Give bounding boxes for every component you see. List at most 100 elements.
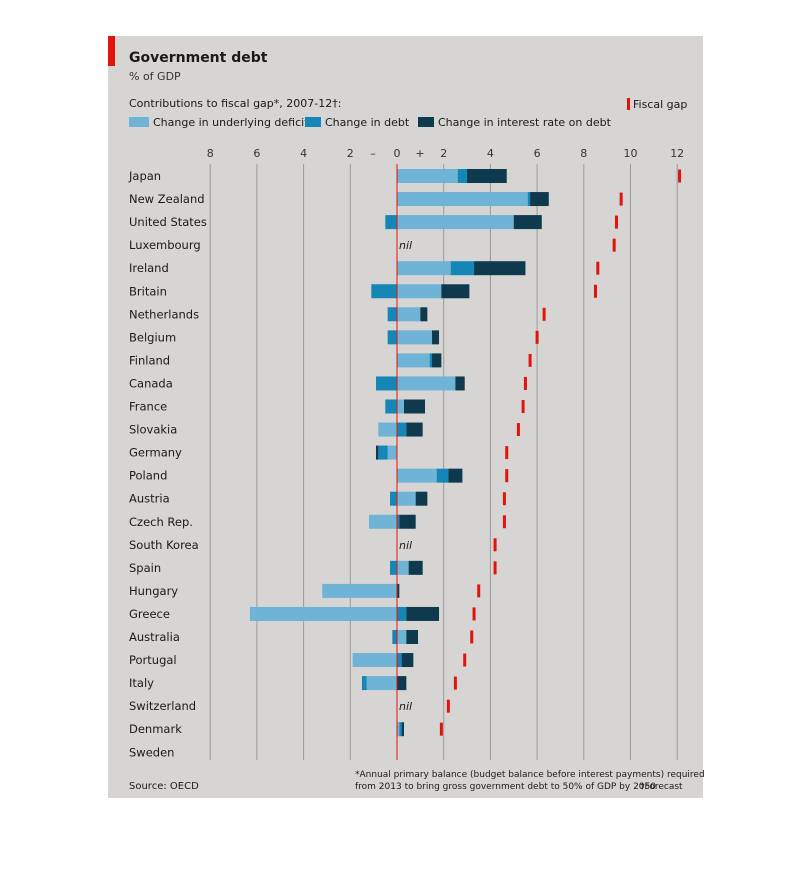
bar-interest-rate — [406, 630, 419, 644]
bar-debt — [389, 491, 397, 506]
country-label: Portugal — [129, 653, 177, 667]
x-tick-label: 6 — [253, 147, 260, 160]
bar-interest-rate — [399, 514, 416, 529]
bar-interest-rate — [432, 330, 440, 345]
x-tick-label: 0 — [394, 147, 401, 160]
bar-interest-rate — [448, 468, 463, 483]
country-label: Austria — [129, 492, 170, 506]
fiscal-gap-marker — [472, 607, 476, 621]
bar-debt — [375, 376, 397, 391]
bar-interest-rate — [420, 307, 428, 322]
country-label: South Korea — [129, 538, 199, 552]
fiscal-gap-marker — [678, 169, 682, 183]
bar-debt — [387, 330, 397, 345]
source-note: Source: OECD — [129, 781, 199, 792]
x-tick-label: 8 — [580, 147, 587, 160]
fiscal-gap-marker — [612, 238, 616, 252]
nil-label: nil — [399, 700, 412, 713]
bar-interest-rate — [474, 261, 526, 276]
legend-label-interest: Change in interest rate on debt — [438, 116, 612, 129]
bar-underlying-deficit — [397, 215, 514, 230]
fiscal-gap-marker — [505, 446, 509, 460]
x-tick-label: 2 — [440, 147, 447, 160]
minus-sign: – — [370, 147, 376, 160]
footnote-line-1: *Annual primary balance (budget balance … — [355, 770, 705, 780]
legend-swatch-underlying — [129, 117, 149, 127]
bar-debt — [371, 284, 397, 299]
plus-sign: + — [415, 147, 424, 160]
fiscal-gap-marker — [535, 330, 539, 344]
country-label: Luxembourg — [129, 238, 201, 252]
bar-underlying-deficit — [366, 676, 397, 691]
bar-interest-rate — [530, 192, 549, 207]
bar-interest-rate — [408, 560, 423, 575]
bar-interest-rate — [397, 583, 400, 598]
bar-debt — [385, 399, 397, 414]
country-label: Japan — [128, 169, 161, 183]
bar-debt — [527, 192, 531, 207]
bar-debt — [399, 722, 402, 737]
bar-debt — [436, 468, 449, 483]
fiscal-gap-marker — [516, 423, 520, 437]
bar-underlying-deficit — [397, 192, 528, 207]
data-rows: Japan New Zealand United States Luxembourg n… — [128, 169, 682, 759]
bar-debt — [389, 560, 397, 575]
title-accent-bar — [108, 36, 115, 66]
x-tick-label: 8 — [207, 147, 214, 160]
bar-debt — [392, 630, 397, 644]
bar-underlying-deficit — [322, 583, 397, 598]
fiscal-gap-marker — [453, 676, 457, 690]
bar-underlying-deficit — [397, 722, 400, 737]
country-label: Greece — [129, 607, 170, 621]
country-label: New Zealand — [129, 192, 205, 206]
gridlines — [209, 164, 678, 760]
country-label: Czech Rep. — [129, 515, 193, 529]
x-axis-ticks: 8 6 4 2 0 2 4 6 8 10 12 — [207, 147, 685, 160]
bar-debt — [397, 606, 407, 621]
fiscal-gap-marker — [593, 284, 597, 298]
country-label: Italy — [129, 676, 154, 690]
country-label: Denmark — [129, 722, 182, 736]
x-tick-label: 2 — [347, 147, 354, 160]
bar-underlying-deficit — [249, 606, 397, 621]
bar-underlying-deficit — [352, 653, 397, 668]
fiscal-gap-marker — [446, 699, 450, 713]
bar-underlying-deficit — [368, 514, 397, 529]
bar-underlying-deficit — [397, 330, 433, 345]
bar-underlying-deficit — [397, 353, 430, 368]
bar-interest-rate — [415, 491, 428, 506]
bar-interest-rate — [375, 445, 379, 460]
bar-underlying-deficit — [397, 284, 442, 299]
fiscal-gap-marker — [542, 307, 546, 321]
bar-interest-rate — [455, 376, 465, 391]
bar-interest-rate — [404, 399, 426, 414]
x-tick-label: 6 — [534, 147, 541, 160]
bar-debt — [397, 514, 400, 529]
country-label: Ireland — [129, 261, 169, 275]
country-label: Belgium — [129, 330, 176, 344]
bar-debt — [397, 422, 407, 437]
chart-subtitle: % of GDP — [129, 70, 181, 83]
bar-debt — [387, 307, 397, 322]
fiscal-gap-marker — [502, 515, 506, 529]
country-label: France — [129, 400, 167, 414]
bar-interest-rate — [441, 284, 470, 299]
bar-interest-rate — [406, 422, 423, 437]
fiscal-gap-marker — [523, 376, 527, 390]
fiscal-gap-marker — [596, 261, 600, 275]
bar-debt — [457, 169, 468, 183]
fiscal-gap-marker — [463, 653, 467, 667]
bar-debt — [397, 653, 402, 668]
bar-underlying-deficit — [397, 468, 437, 483]
bar-interest-rate — [467, 169, 507, 183]
bar-underlying-deficit — [397, 307, 421, 322]
country-label: Britain — [129, 284, 167, 298]
chart-background — [108, 36, 703, 798]
chart-title: Government debt — [129, 50, 268, 66]
bar-underlying-deficit — [397, 630, 407, 644]
country-label: Hungary — [129, 584, 178, 598]
country-label: Canada — [129, 376, 173, 390]
country-label: Spain — [129, 561, 161, 575]
legend-title: Contributions to fiscal gap*, 2007-12†: — [129, 97, 341, 110]
fiscal-gap-marker — [493, 561, 497, 575]
